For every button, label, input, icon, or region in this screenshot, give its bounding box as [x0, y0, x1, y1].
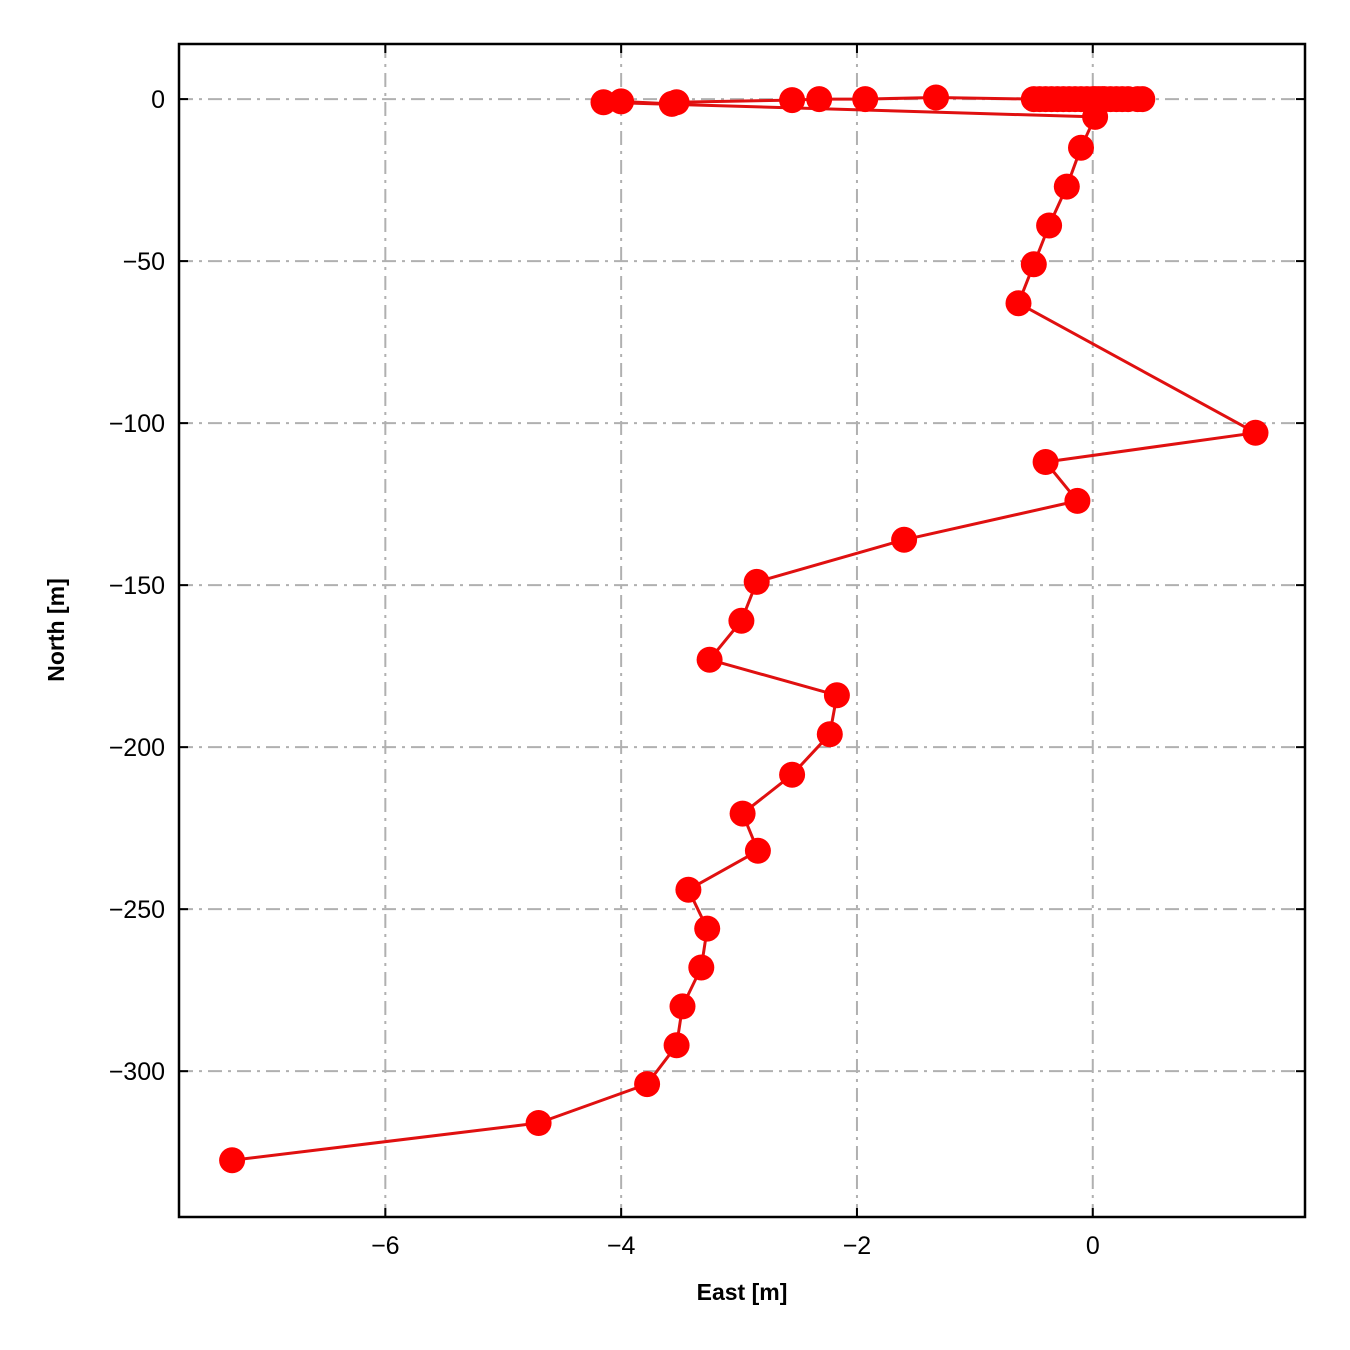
x-tick-label: −2	[843, 1232, 872, 1260]
trajectory-point	[688, 954, 715, 981]
y-tick-label: 0	[151, 86, 165, 114]
trajectory-point	[729, 800, 756, 827]
trajectory-point	[779, 87, 806, 114]
trajectory-point	[852, 86, 879, 113]
trajectory-point	[1020, 86, 1047, 113]
trajectory-point	[1036, 212, 1063, 239]
trajectory-point	[1068, 134, 1094, 161]
trajectory-point	[823, 682, 850, 709]
trajectory-point	[1032, 449, 1059, 475]
trajectory-point	[669, 993, 696, 1020]
y-tick-label: −100	[109, 410, 165, 438]
x-axis-label: East [m]	[697, 1279, 788, 1305]
grid-lines	[179, 44, 1305, 1217]
trajectory-point	[744, 837, 771, 864]
trajectory-point	[634, 1071, 661, 1098]
x-tick-label: −6	[371, 1232, 400, 1260]
trajectory-point	[219, 1147, 246, 1174]
trajectory-point	[590, 89, 617, 116]
trajectory-point	[696, 646, 723, 673]
y-tick-label: −50	[123, 248, 165, 276]
trajectory-point	[1242, 419, 1269, 446]
trajectory-point	[1053, 173, 1080, 200]
series-layer	[219, 84, 1269, 1174]
y-tick-label: −200	[109, 734, 165, 762]
trajectory-point	[1082, 103, 1109, 130]
y-axis-label: North [m]	[43, 578, 69, 681]
tick-labels: −6 −4 −2 00−50−100−150−200−250−300	[109, 86, 1100, 1260]
trajectory-point	[658, 90, 685, 117]
trajectory-point	[663, 1032, 690, 1059]
trajectory-point	[816, 721, 843, 748]
trajectory-point	[1020, 251, 1047, 278]
y-tick-label: −150	[109, 572, 165, 600]
trajectory-point	[525, 1110, 552, 1136]
y-tick-label: −300	[109, 1058, 165, 1086]
trajectory-point	[1064, 487, 1091, 514]
trajectory-point	[779, 761, 806, 788]
y-tick-label: −250	[109, 896, 165, 924]
trajectory-point	[891, 526, 918, 553]
trajectory-point	[694, 915, 721, 942]
trajectory-point	[806, 86, 833, 113]
x-tick-label: 0	[1086, 1232, 1100, 1260]
x-tick-label: −4	[607, 1232, 636, 1260]
tick-marks	[179, 44, 1305, 1217]
trajectory-point	[675, 876, 702, 903]
trajectory-point	[743, 568, 770, 595]
plot-frame	[177, 42, 1307, 1219]
trajectory-point	[728, 607, 755, 634]
trajectory-point	[1005, 290, 1032, 317]
trajectory-point	[923, 84, 949, 111]
